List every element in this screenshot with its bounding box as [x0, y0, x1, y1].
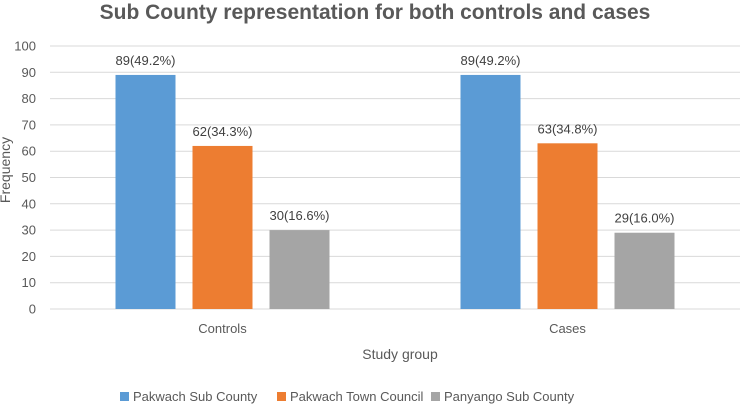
data-label: 30(16.6%): [270, 208, 330, 223]
y-tick-label: 60: [22, 144, 36, 159]
bar-pakwach-sub-county-controls: [115, 74, 176, 310]
bar-panyango-sub-county-cases: [614, 232, 675, 309]
legend-label: Pakwach Sub County: [133, 389, 258, 404]
bar-pakwach-town-council-cases: [537, 143, 598, 309]
bar-pakwach-sub-county-cases: [460, 74, 521, 310]
legend-label: Pakwach Town Council: [290, 389, 424, 404]
bar-pakwach-town-council-controls: [192, 145, 253, 309]
data-label: 63(34.8%): [538, 121, 598, 136]
y-axis-ticks: 0 10 20 30 40 50 60 70 80 90 100: [14, 39, 36, 317]
x-axis-title: Study group: [362, 346, 438, 362]
y-tick-label: 40: [22, 196, 36, 211]
y-tick-label: 10: [22, 275, 36, 290]
y-tick-label: 90: [22, 65, 36, 80]
y-tick-label: 70: [22, 117, 36, 132]
legend-swatch: [120, 392, 129, 401]
data-label: 89(49.2%): [461, 53, 521, 68]
legend: Pakwach Sub County Pakwach Town Council Pa…: [120, 389, 575, 404]
y-tick-label: 50: [22, 170, 36, 185]
data-labels: 89(49.2%) 62(34.3%) 30(16.6%) 89(49.2%) 63(3…: [116, 53, 675, 226]
y-tick-label: 0: [29, 302, 36, 317]
legend-swatch: [277, 392, 286, 401]
bar-panyango-sub-county-controls: [269, 230, 330, 309]
legend-item: Pakwach Sub County: [120, 389, 258, 404]
y-axis-title: Frequency: [0, 137, 13, 203]
y-tick-label: 30: [22, 223, 36, 238]
data-label: 62(34.3%): [193, 124, 253, 139]
x-tick-label: Cases: [549, 321, 586, 336]
legend-label: Panyango Sub County: [444, 389, 575, 404]
y-tick-label: 80: [22, 91, 36, 106]
y-tick-label: 20: [22, 249, 36, 264]
x-axis-ticks: Controls Cases: [198, 321, 586, 336]
chart-title: Sub County representation for both contr…: [100, 1, 651, 24]
y-tick-label: 100: [14, 39, 36, 54]
legend-swatch: [431, 392, 440, 401]
legend-item: Pakwach Town Council: [277, 389, 424, 404]
x-tick-label: Controls: [198, 321, 247, 336]
data-label: 89(49.2%): [116, 53, 176, 68]
bars: [115, 74, 675, 310]
legend-item: Panyango Sub County: [431, 389, 575, 404]
data-label: 29(16.0%): [615, 211, 675, 226]
